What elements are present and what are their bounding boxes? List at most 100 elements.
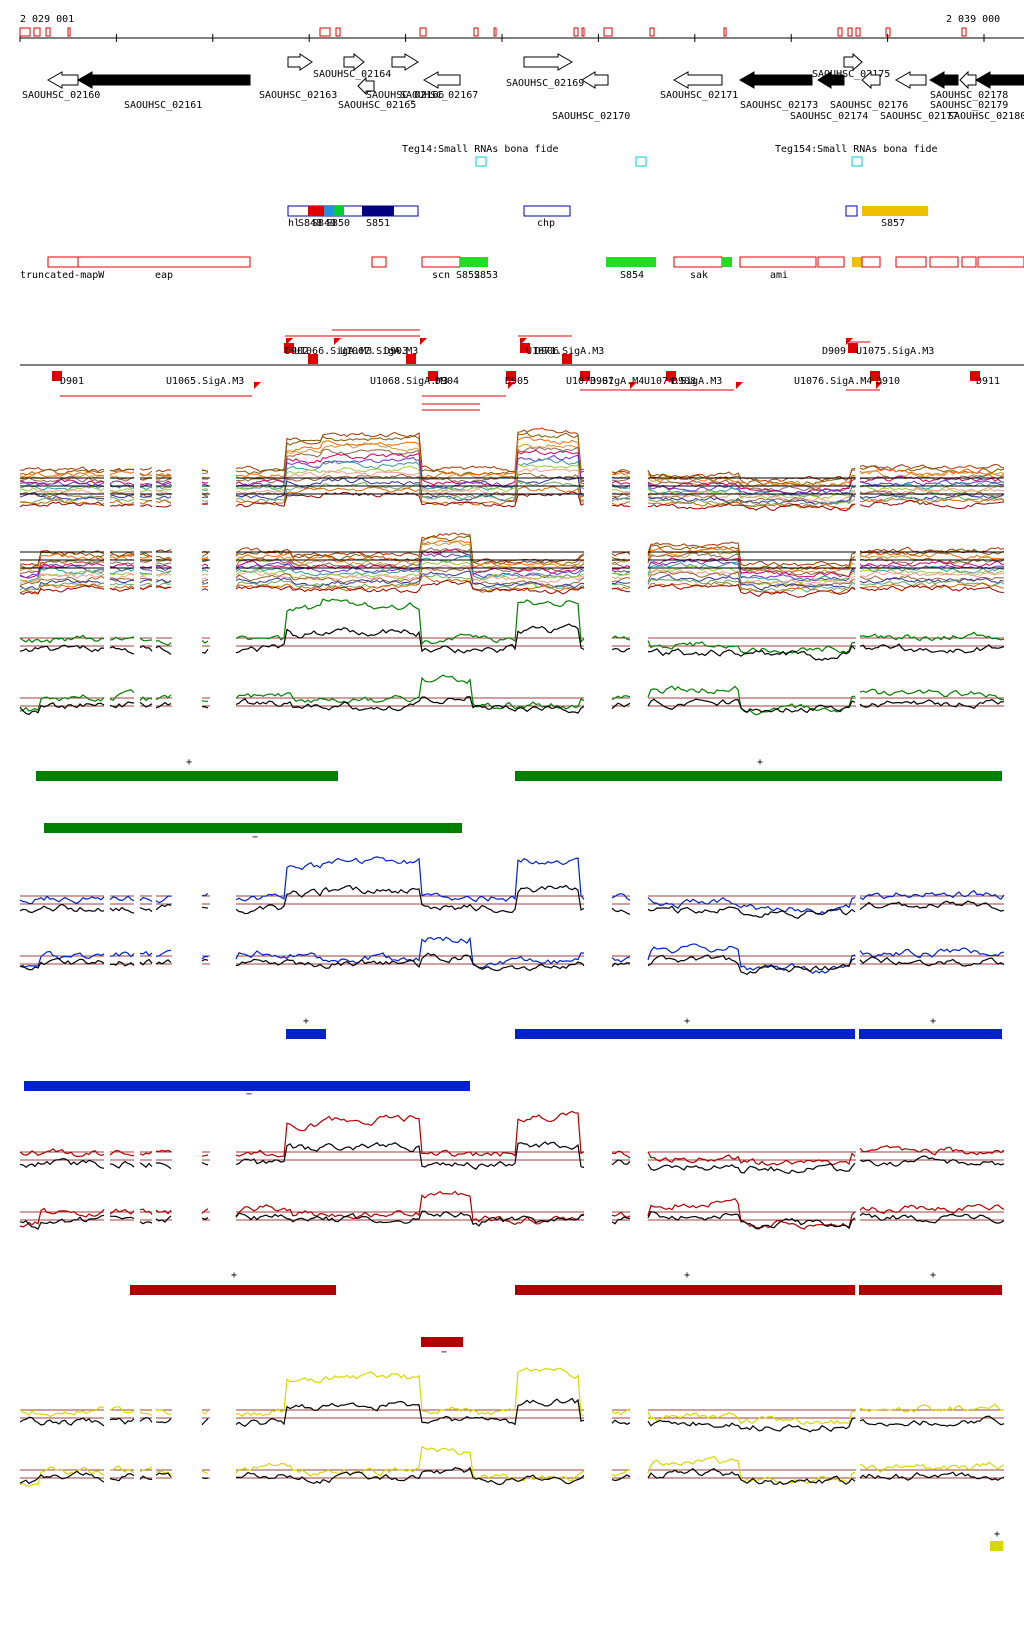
expression-red-panel bbox=[19, 1110, 1005, 1230]
gene-arrow bbox=[523, 53, 574, 71]
promoter-label: U1074.SigA.M3 bbox=[644, 376, 722, 387]
tss-flag bbox=[286, 338, 293, 345]
red-plus-segment bbox=[859, 1285, 1002, 1295]
gene-arrow bbox=[959, 70, 977, 90]
expression-green-panel bbox=[19, 598, 1005, 716]
tss-box bbox=[666, 371, 676, 381]
segment-strand-sign: + bbox=[231, 1270, 237, 1281]
small-rna-label: Teg14:Small RNAs bona fide bbox=[402, 144, 559, 155]
tss-box bbox=[284, 343, 294, 353]
tss-box bbox=[308, 354, 318, 364]
gene-label: SAOUHSC_02166 bbox=[366, 90, 444, 101]
segment-strand-sign: + bbox=[930, 1016, 936, 1027]
tss-box bbox=[52, 371, 62, 381]
promoter-label: D907 bbox=[590, 376, 614, 387]
small-rna-box bbox=[475, 156, 487, 167]
gene-arrow bbox=[672, 71, 723, 89]
tss-box bbox=[970, 371, 980, 381]
promoter-label: U1071.SigA.M3 bbox=[526, 346, 604, 357]
gene-arrow bbox=[928, 71, 959, 89]
tss-box bbox=[870, 371, 880, 381]
segment-bars: + + − + + + − + + + − + bbox=[24, 757, 1003, 1551]
tss-flag bbox=[254, 382, 261, 389]
promoter-label: U1076.SigA.M4 bbox=[794, 376, 872, 387]
yellow-plus-segment bbox=[990, 1541, 1003, 1551]
gene-label: SAOUHSC_02175 bbox=[812, 69, 890, 80]
operon-label: ami bbox=[770, 270, 788, 281]
gene-label: SAOUHSC_02165 bbox=[338, 100, 416, 111]
blue-minus-segment bbox=[24, 1081, 470, 1091]
operon-label: eap bbox=[155, 270, 173, 281]
tss-box bbox=[506, 371, 516, 381]
gene-label: SAOUHSC_02178 bbox=[930, 90, 1008, 101]
operon-label: truncated-mapW bbox=[20, 270, 105, 281]
red-plus-segment bbox=[515, 1285, 855, 1295]
green-plus-segment bbox=[36, 771, 338, 781]
green-minus-segment bbox=[44, 823, 462, 833]
small-rna-label: Teg154:Small RNAs bona fide bbox=[775, 144, 938, 155]
promoter-label: D903 bbox=[384, 346, 408, 357]
segment-strand-sign: + bbox=[303, 1016, 309, 1027]
sigma-label: hl bbox=[288, 218, 300, 229]
red-plus-segment bbox=[130, 1285, 336, 1295]
gene-arrow bbox=[422, 71, 461, 89]
operon-label: S852 bbox=[456, 270, 480, 281]
ruler-start-label: 2 029 001 bbox=[20, 14, 74, 25]
gene-label: SAOUHSC_02171 bbox=[660, 90, 738, 101]
tss-flag bbox=[630, 382, 637, 389]
gene-arrow bbox=[343, 52, 365, 72]
operon-label: sak bbox=[690, 270, 708, 281]
gene-arrow bbox=[581, 71, 609, 89]
segment-strand-sign: − bbox=[441, 1347, 447, 1358]
promoter-label: D909 bbox=[822, 346, 846, 357]
tss-flag bbox=[420, 338, 427, 345]
sigma-label: S851 bbox=[366, 218, 390, 229]
promoter-label: D902 bbox=[285, 346, 309, 357]
tss-box bbox=[580, 371, 590, 381]
segment-strand-sign: − bbox=[252, 832, 258, 843]
promoter-label: U1066.SigA.M3 bbox=[294, 346, 372, 357]
gene-arrow bbox=[357, 76, 375, 96]
small-rna-track: Teg14:Small RNAs bona fide Teg154:Small … bbox=[402, 144, 938, 167]
promoter-label: U1068.SigA.M3 bbox=[370, 376, 448, 387]
promoter-label: D908 bbox=[672, 376, 696, 387]
gene-label: SAOUHSC_02164 bbox=[313, 69, 391, 80]
gene-label: SAOUHSC_02161 bbox=[124, 100, 202, 111]
gene-arrow bbox=[861, 70, 881, 90]
operon-label: scn bbox=[432, 270, 450, 281]
ruler-end-label: 2 039 000 bbox=[946, 14, 1000, 25]
tss-box bbox=[562, 354, 572, 364]
sigma-label: S849 bbox=[312, 218, 336, 229]
gene-annotation-track: SAOUHSC_02160SAOUHSC_02161SAOUHSC_02163S… bbox=[22, 52, 1024, 122]
segment-strand-sign: − bbox=[246, 1089, 252, 1100]
segment-strand-sign: + bbox=[994, 1529, 1000, 1540]
tss-flag bbox=[736, 382, 743, 389]
tss-flag bbox=[846, 338, 853, 345]
gene-label: SAOUHSC_02176 bbox=[830, 100, 908, 111]
gene-arrow bbox=[843, 52, 863, 72]
gene-label: SAOUHSC_02180 bbox=[948, 111, 1024, 122]
tss-flag bbox=[520, 338, 527, 345]
gene-label: SAOUHSC_02170 bbox=[552, 111, 630, 122]
gene-arrow bbox=[974, 71, 1024, 89]
promoter-label: U1073.SigA.M4 bbox=[566, 376, 644, 387]
segment-strand-sign: + bbox=[186, 757, 192, 768]
gene-label: SAOUHSC_02174 bbox=[790, 111, 868, 122]
promoter-label: U1075.SigA.M3 bbox=[856, 346, 934, 357]
promoter-label: D910 bbox=[876, 376, 900, 387]
tss-flag bbox=[334, 338, 341, 345]
sigma-label: S848 bbox=[298, 218, 322, 229]
gene-arrow bbox=[76, 71, 251, 89]
tss-box bbox=[848, 343, 858, 353]
expression-blue-panel bbox=[19, 856, 1005, 976]
blue-plus-segment bbox=[859, 1029, 1002, 1039]
gene-arrow bbox=[287, 53, 313, 71]
promoter-label: D911 bbox=[976, 376, 1000, 387]
promoter-label: D906 bbox=[535, 346, 559, 357]
promoter-label: D904 bbox=[435, 376, 459, 387]
tss-box bbox=[406, 354, 416, 364]
